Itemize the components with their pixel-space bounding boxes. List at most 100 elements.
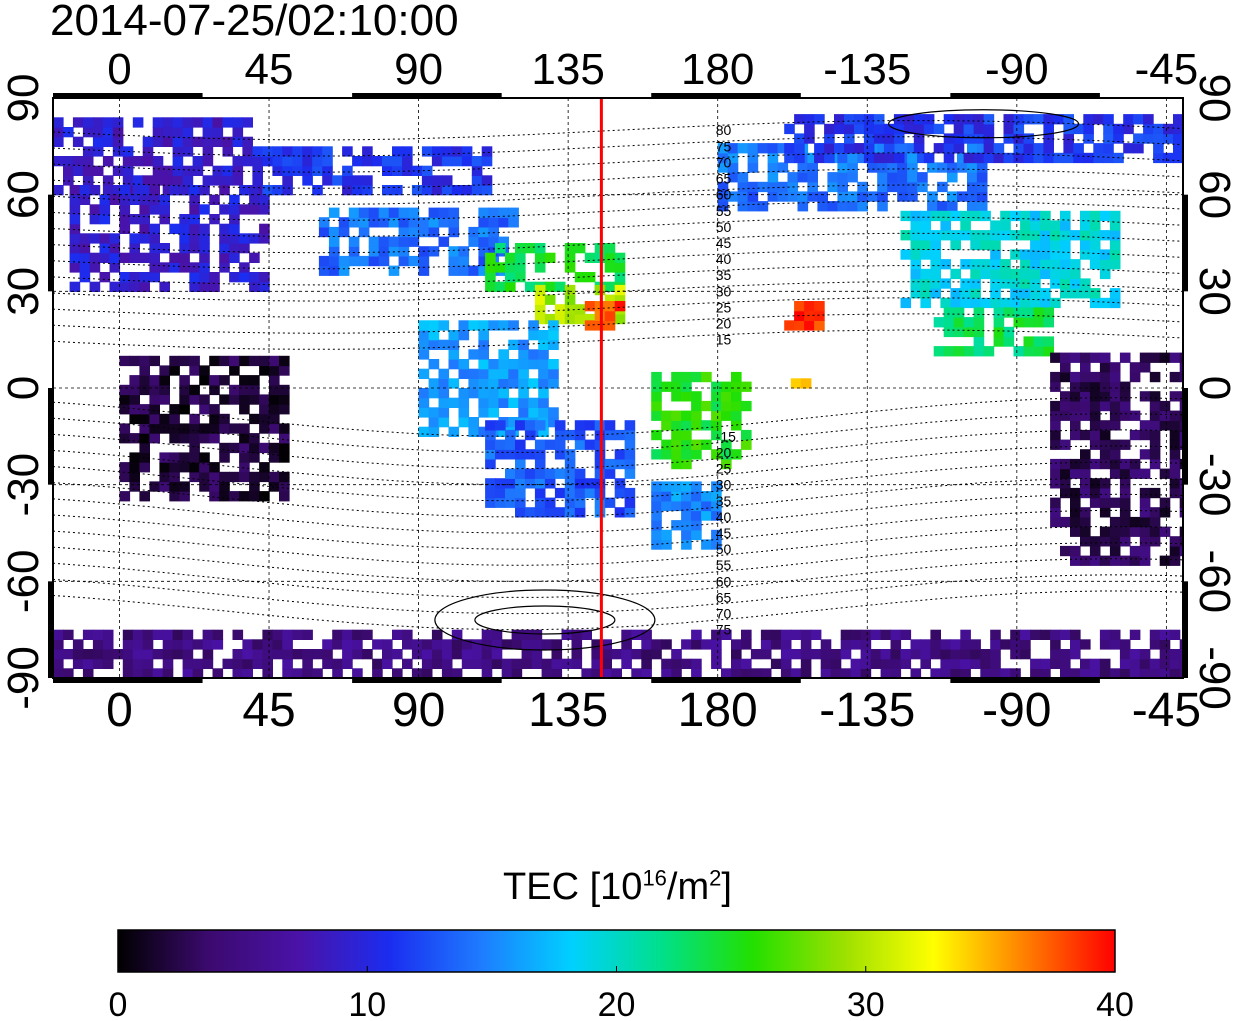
tec-cell — [352, 639, 363, 650]
tec-cell — [451, 156, 463, 167]
tec-cell — [990, 268, 1001, 280]
tec-cell — [1109, 449, 1121, 460]
tec-cell — [767, 143, 779, 154]
tec-cell — [1169, 410, 1181, 421]
tec-cell — [119, 223, 131, 234]
tec-cell — [1159, 555, 1171, 566]
tec-cell — [318, 226, 330, 238]
tec-cell — [711, 491, 722, 502]
tec-cell — [857, 181, 868, 193]
tec-cell — [1179, 458, 1183, 470]
tec-cell — [970, 297, 981, 309]
tec-cell — [1129, 468, 1141, 479]
tec-cell — [189, 452, 200, 463]
tec-cell — [142, 658, 154, 669]
tec-cell — [478, 339, 489, 350]
tec-cell — [478, 255, 489, 267]
tec-cell — [1159, 352, 1171, 363]
tec-cell — [149, 262, 160, 273]
contour-line — [53, 265, 1183, 286]
tec-cell — [139, 433, 150, 444]
tec-cell — [132, 185, 144, 196]
tec-cell — [282, 175, 293, 186]
tec-cell — [711, 481, 722, 492]
contour-line — [53, 574, 1183, 615]
tec-cell — [980, 230, 991, 241]
tec-cell — [162, 175, 174, 186]
tec-cell — [269, 452, 280, 463]
tec-cell — [1179, 478, 1183, 489]
tec-cell — [189, 413, 200, 425]
tec-cell — [478, 359, 489, 370]
tec-cell — [169, 433, 180, 444]
tec-cell — [1063, 123, 1074, 135]
tec-cell — [880, 629, 892, 640]
tec-cell — [282, 165, 293, 176]
tec-cell — [1003, 133, 1015, 144]
tec-cell — [1060, 468, 1071, 479]
tec-cell — [524, 507, 536, 518]
tec-cell — [681, 510, 692, 521]
tec-cell — [1169, 439, 1181, 450]
tec-cell — [79, 252, 91, 263]
tec-cell — [481, 639, 493, 650]
tec-cell — [877, 181, 888, 193]
tec-cell — [89, 281, 101, 292]
tec-cell — [202, 649, 214, 660]
tec-cell — [219, 185, 230, 196]
tec-cell — [1123, 114, 1134, 125]
tec-cell — [99, 194, 111, 205]
tec-cell — [528, 320, 539, 331]
tec-cell — [292, 156, 303, 167]
tec-cell — [119, 204, 131, 215]
tec-cell — [468, 388, 479, 399]
tec-cell — [551, 639, 563, 650]
tec-cell — [863, 133, 875, 144]
tec-cell — [302, 629, 313, 640]
tec-cell — [554, 429, 566, 441]
tec-cell — [272, 156, 283, 167]
tec-cell — [967, 181, 978, 193]
tec-cell — [877, 191, 888, 202]
tec-cell — [863, 123, 875, 135]
tec-cell — [601, 649, 612, 660]
tec-cell — [129, 375, 140, 386]
tec-cell — [388, 207, 400, 218]
tec-cell — [438, 207, 450, 218]
tec-cell — [963, 114, 975, 125]
tec-cell — [322, 146, 333, 157]
tec-cell — [624, 507, 636, 518]
tec-cell — [1149, 410, 1161, 421]
tec-cell — [1109, 391, 1121, 402]
tec-cell — [913, 123, 925, 135]
tec-cell — [544, 252, 556, 263]
tec-cell — [1149, 668, 1161, 678]
tec-cell — [478, 349, 489, 360]
tec-cell — [82, 127, 94, 138]
tec-cell — [681, 658, 692, 669]
tec-cell — [538, 349, 549, 360]
tec-cell — [691, 639, 702, 650]
tec-cell — [933, 143, 945, 154]
tec-cell — [1109, 639, 1121, 650]
tec-cell — [1139, 545, 1151, 557]
tec-cell — [259, 194, 270, 205]
tec-cell — [149, 185, 160, 196]
tec-cell — [431, 175, 443, 186]
tec-cell — [82, 117, 94, 128]
tec-cell — [531, 629, 543, 640]
tec-cell — [242, 156, 253, 167]
tec-cell — [1070, 516, 1081, 528]
tec-cell — [950, 239, 961, 251]
tec-cell — [541, 658, 553, 669]
tec-cell — [421, 668, 433, 678]
tec-cell — [172, 136, 184, 147]
tec-cell — [770, 629, 782, 640]
tec-cell — [1060, 439, 1071, 450]
tec-cell — [973, 346, 985, 357]
tec-cell — [515, 420, 526, 431]
tec-cell — [159, 452, 170, 463]
tec-cell — [863, 152, 875, 164]
tec-cell — [757, 201, 769, 212]
tec-cell — [1179, 536, 1183, 547]
